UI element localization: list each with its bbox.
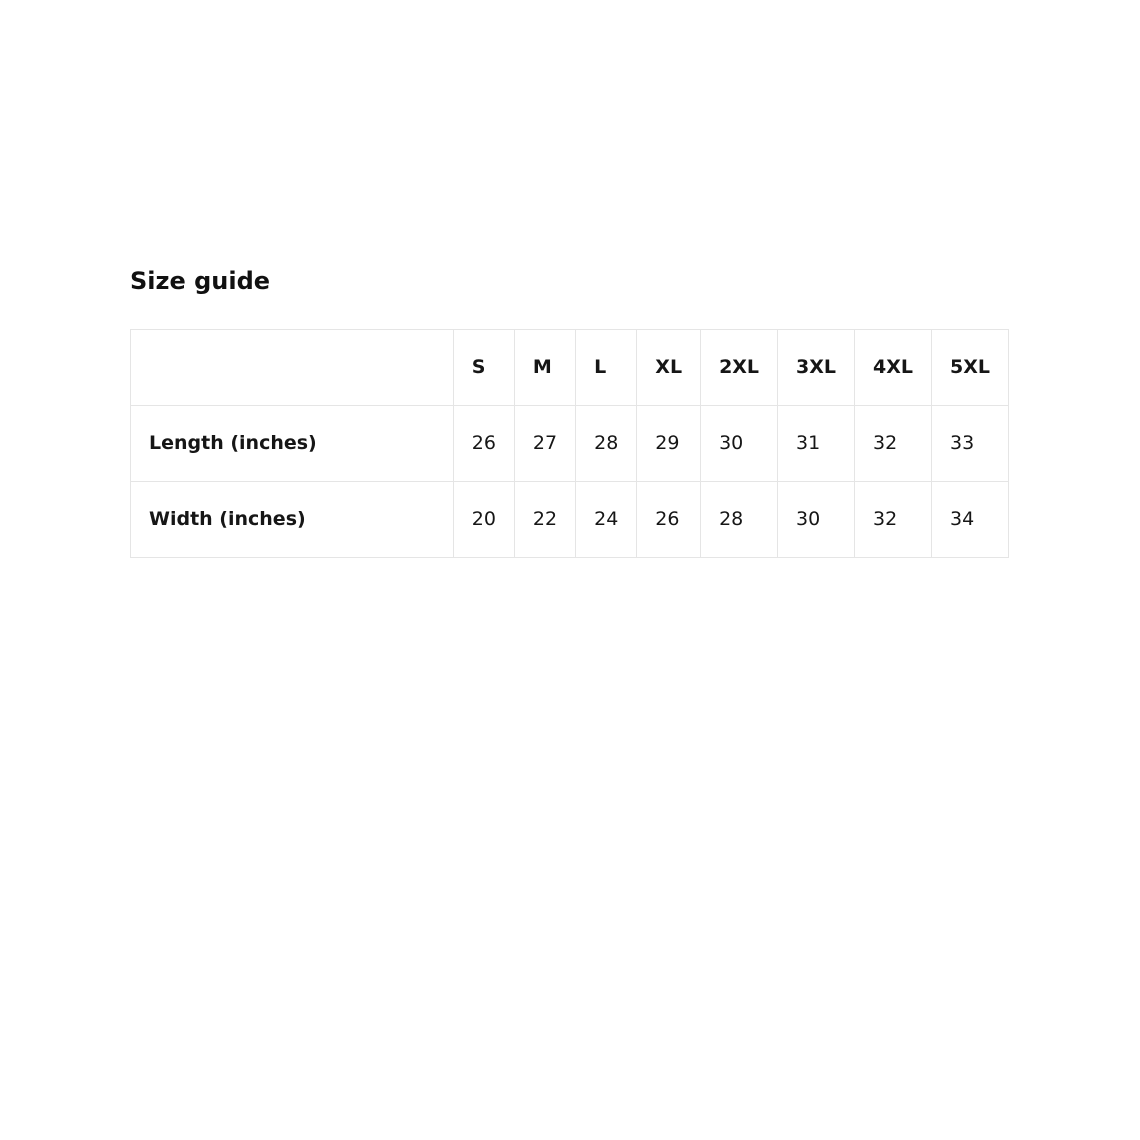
size-value-cell: 33	[931, 405, 1009, 482]
size-value-cell: 28	[575, 405, 638, 482]
size-value-cell: 32	[854, 405, 933, 482]
size-value-cell: 24	[575, 481, 638, 558]
size-value-cell: 22	[513, 481, 577, 558]
size-column-header-xl: XL	[636, 329, 702, 406]
size-column-header-l: L	[575, 329, 638, 406]
size-value-cell: 32	[854, 481, 933, 558]
size-value-cell: 20	[452, 481, 515, 558]
size-value-cell: 29	[636, 405, 702, 482]
size-value-cell: 34	[931, 481, 1009, 558]
size-value-cell: 27	[513, 405, 577, 482]
size-guide-table: S M L XL 2XL 3XL 4XL 5XL Length (inches)…	[130, 329, 1009, 558]
size-guide-title: Size guide	[130, 267, 271, 295]
size-column-header-2xl: 2XL	[700, 329, 779, 406]
size-value-cell: 31	[777, 405, 856, 482]
size-column-header-s: S	[452, 329, 515, 406]
table-header-row: S M L XL 2XL 3XL 4XL 5XL	[130, 329, 1009, 406]
table-row-width: Width (inches) 20 22 24 26 28 30 32 34	[130, 481, 1009, 558]
size-column-header-3xl: 3XL	[777, 329, 856, 406]
size-value-cell: 30	[777, 481, 856, 558]
size-value-cell: 30	[700, 405, 779, 482]
size-column-header-5xl: 5XL	[931, 329, 1009, 406]
size-value-cell: 26	[636, 481, 702, 558]
table-row-length: Length (inches) 26 27 28 29 30 31 32 33	[130, 405, 1009, 482]
size-guide-section: Size guide S M L XL 2XL 3XL 4XL 5XL Leng…	[130, 266, 1009, 558]
corner-cell	[130, 329, 454, 406]
size-value-cell: 26	[452, 405, 515, 482]
row-label-width: Width (inches)	[130, 481, 454, 558]
size-column-header-4xl: 4XL	[854, 329, 933, 406]
row-label-length: Length (inches)	[130, 405, 454, 482]
size-column-header-m: M	[513, 329, 577, 406]
size-value-cell: 28	[700, 481, 779, 558]
